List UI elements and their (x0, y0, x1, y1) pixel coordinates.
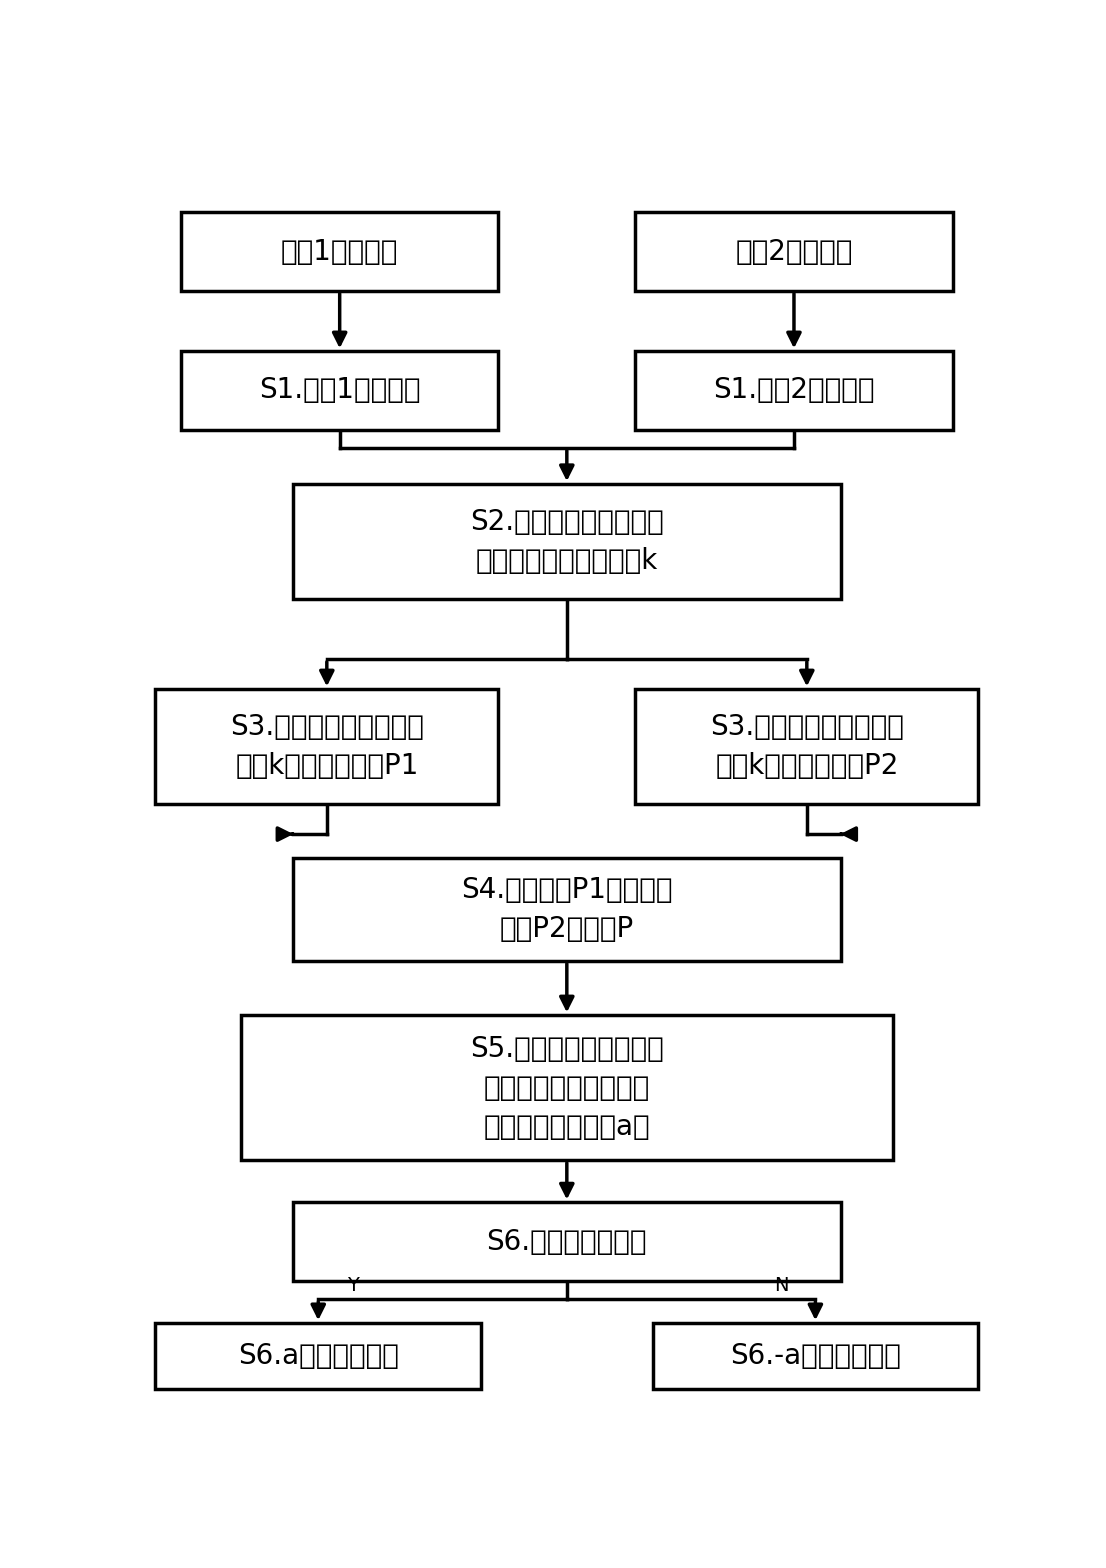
FancyBboxPatch shape (635, 351, 952, 430)
FancyBboxPatch shape (292, 485, 842, 599)
Text: S4.频谱之差P1除以频谱
之和P2，得到P: S4.频谱之差P1除以频谱 之和P2，得到P (461, 877, 672, 942)
Text: S5.求模值，根据模值求
得相位差，根据相位差
求得所需要的角度a。: S5.求模值，根据模值求 得相位差，根据相位差 求得所需要的角度a。 (470, 1035, 664, 1140)
FancyBboxPatch shape (292, 858, 842, 961)
FancyBboxPatch shape (155, 1323, 481, 1389)
Text: S6.虚部是否为负数: S6.虚部是否为负数 (487, 1228, 647, 1256)
Text: S1.天线2信号频谱: S1.天线2信号频谱 (713, 376, 875, 405)
FancyBboxPatch shape (241, 1014, 893, 1160)
FancyBboxPatch shape (155, 690, 498, 804)
Text: S3.将两个接收信号频谱
位置k的值相加得到P2: S3.将两个接收信号频谱 位置k的值相加得到P2 (710, 713, 904, 779)
Text: 天线2时域信号: 天线2时域信号 (735, 237, 853, 265)
Text: S6.a即为所求角度: S6.a即为所求角度 (238, 1342, 398, 1370)
FancyBboxPatch shape (635, 212, 952, 290)
FancyBboxPatch shape (181, 212, 498, 290)
Text: N: N (774, 1276, 789, 1295)
FancyBboxPatch shape (635, 690, 978, 804)
Text: S1.天线1信号频谱: S1.天线1信号频谱 (259, 376, 420, 405)
Text: 天线1时域信号: 天线1时域信号 (281, 237, 398, 265)
Text: S3.将两个接收信号频谱
位置k的值相减得到P1: S3.将两个接收信号频谱 位置k的值相减得到P1 (230, 713, 424, 779)
Text: Y: Y (346, 1276, 358, 1295)
FancyBboxPatch shape (653, 1323, 978, 1389)
FancyBboxPatch shape (181, 351, 498, 430)
Text: S2.进行恒虚警检测，得
到目标所在频谱中位置k: S2.进行恒虚警检测，得 到目标所在频谱中位置k (470, 508, 664, 575)
FancyBboxPatch shape (292, 1203, 842, 1281)
Text: S6.-a即为所求角度: S6.-a即为所求角度 (730, 1342, 900, 1370)
